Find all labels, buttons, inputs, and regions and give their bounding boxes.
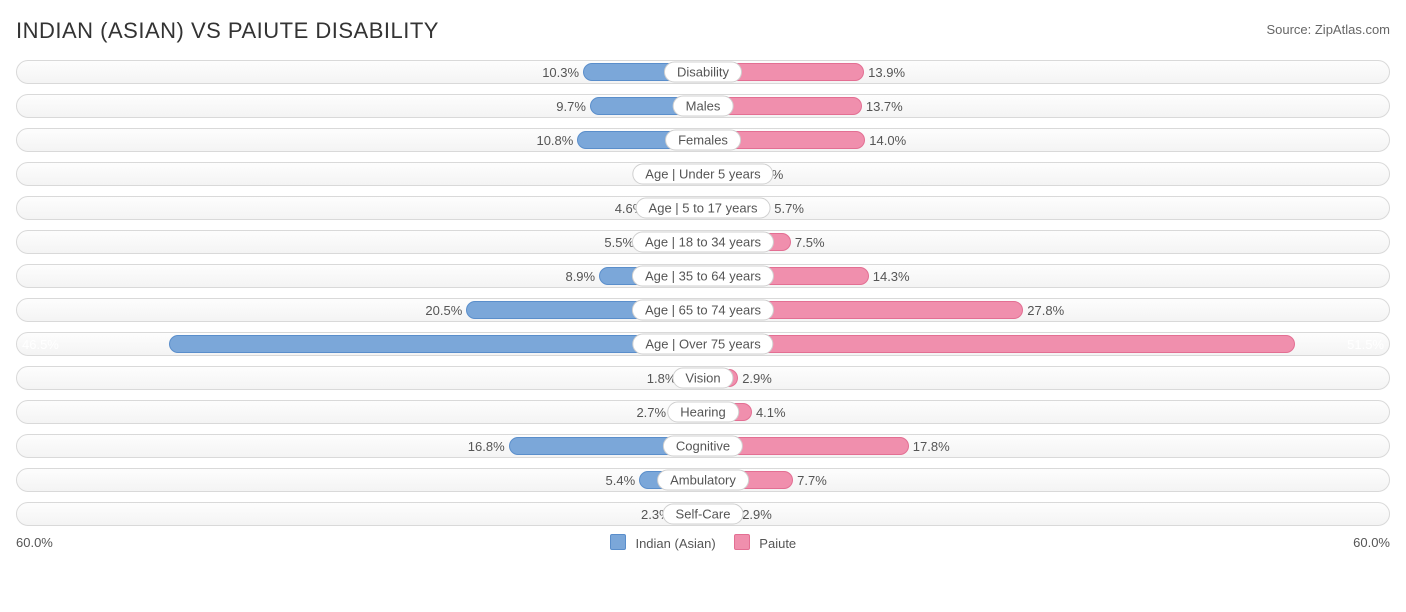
left-half: 5.5% bbox=[16, 228, 703, 256]
category-label: Disability bbox=[664, 62, 742, 83]
category-label: Age | 5 to 17 years bbox=[636, 198, 771, 219]
chart-title: INDIAN (ASIAN) VS PAIUTE DISABILITY bbox=[16, 18, 439, 44]
legend-swatch-right bbox=[734, 534, 750, 550]
value-right: 17.8% bbox=[907, 432, 950, 460]
left-half: 1.0% bbox=[16, 160, 703, 188]
category-label: Females bbox=[665, 130, 741, 151]
value-right: 14.3% bbox=[867, 262, 910, 290]
category-label: Age | 35 to 64 years bbox=[632, 266, 774, 287]
chart-row: 4.6% 5.7%Age | 5 to 17 years bbox=[16, 194, 1390, 222]
value-right: 13.7% bbox=[860, 92, 903, 120]
value-left: 9.7% bbox=[556, 92, 592, 120]
value-left: 8.9% bbox=[565, 262, 601, 290]
left-half: 8.9% bbox=[16, 262, 703, 290]
right-half: 14.0% bbox=[703, 126, 1390, 154]
right-half: 7.5% bbox=[703, 228, 1390, 256]
category-label: Age | 65 to 74 years bbox=[632, 300, 774, 321]
left-half: 2.3% bbox=[16, 500, 703, 528]
axis-max-right: 60.0% bbox=[1353, 535, 1390, 550]
right-half: 2.9% bbox=[703, 500, 1390, 528]
legend-item-right: Paiute bbox=[734, 534, 797, 551]
left-half: 16.8% bbox=[16, 432, 703, 460]
category-label: Age | Under 5 years bbox=[632, 164, 773, 185]
left-half: 20.5% bbox=[16, 296, 703, 324]
value-right: 51.5% bbox=[1341, 330, 1384, 358]
value-left: 10.8% bbox=[536, 126, 579, 154]
left-half: 5.4% bbox=[16, 466, 703, 494]
category-label: Vision bbox=[672, 368, 733, 389]
right-half: 4.1% bbox=[703, 398, 1390, 426]
value-right: 7.7% bbox=[791, 466, 827, 494]
chart-row: 16.8% 17.8% Cognitive bbox=[16, 432, 1390, 460]
chart-row: 2.7% 4.1% Hearing bbox=[16, 398, 1390, 426]
chart-container: INDIAN (ASIAN) VS PAIUTE DISABILITY Sour… bbox=[0, 0, 1406, 612]
chart-row: 5.4% 7.7% Ambulatory bbox=[16, 466, 1390, 494]
chart-row: 46.5% 51.5% Age | Over 75 years bbox=[16, 330, 1390, 358]
bar-left bbox=[169, 335, 703, 353]
value-left: 10.3% bbox=[542, 58, 585, 86]
left-half: 9.7% bbox=[16, 92, 703, 120]
chart-row: 1.0%3.9%Age | Under 5 years bbox=[16, 160, 1390, 188]
right-half: 2.9% bbox=[703, 364, 1390, 392]
right-half: 27.8% bbox=[703, 296, 1390, 324]
header: INDIAN (ASIAN) VS PAIUTE DISABILITY Sour… bbox=[16, 18, 1390, 44]
legend-item-left: Indian (Asian) bbox=[610, 534, 716, 551]
footer: 60.0% Indian (Asian) Paiute 60.0% bbox=[16, 534, 1390, 551]
category-label: Hearing bbox=[667, 402, 739, 423]
legend-swatch-left bbox=[610, 534, 626, 550]
value-right: 7.5% bbox=[789, 228, 825, 256]
chart-row: 8.9% 14.3% Age | 35 to 64 years bbox=[16, 262, 1390, 290]
left-half: 1.8% bbox=[16, 364, 703, 392]
value-right: 27.8% bbox=[1021, 296, 1064, 324]
chart-row: 20.5% 27.8% Age | 65 to 74 years bbox=[16, 296, 1390, 324]
legend-label-left: Indian (Asian) bbox=[635, 536, 715, 551]
value-left: 5.4% bbox=[606, 466, 642, 494]
value-left: 16.8% bbox=[468, 432, 511, 460]
left-half: 10.8% bbox=[16, 126, 703, 154]
value-right: 14.0% bbox=[863, 126, 906, 154]
chart-row: 2.3%2.9%Self-Care bbox=[16, 500, 1390, 528]
category-label: Ambulatory bbox=[657, 470, 749, 491]
chart-row: 10.8% 14.0% Females bbox=[16, 126, 1390, 154]
axis-max-left: 60.0% bbox=[16, 535, 53, 550]
right-half: 7.7% bbox=[703, 466, 1390, 494]
value-right: 13.9% bbox=[862, 58, 905, 86]
value-right: 5.7% bbox=[768, 194, 804, 222]
category-label: Self-Care bbox=[663, 504, 744, 525]
value-right: 2.9% bbox=[736, 364, 772, 392]
left-half: 10.3% bbox=[16, 58, 703, 86]
chart-row: 9.7% 13.7% Males bbox=[16, 92, 1390, 120]
chart-row: 1.8% 2.9%Vision bbox=[16, 364, 1390, 392]
chart-row: 10.3% 13.9% Disability bbox=[16, 58, 1390, 86]
category-label: Age | Over 75 years bbox=[632, 334, 773, 355]
right-half: 14.3% bbox=[703, 262, 1390, 290]
category-label: Males bbox=[673, 96, 734, 117]
right-half: 51.5% bbox=[703, 330, 1390, 358]
right-half: 5.7% bbox=[703, 194, 1390, 222]
category-label: Cognitive bbox=[663, 436, 743, 457]
category-label: Age | 18 to 34 years bbox=[632, 232, 774, 253]
source-label: Source: ZipAtlas.com bbox=[1266, 18, 1390, 37]
value-left: 20.5% bbox=[425, 296, 468, 324]
chart-row: 5.5% 7.5% Age | 18 to 34 years bbox=[16, 228, 1390, 256]
right-half: 13.9% bbox=[703, 58, 1390, 86]
left-half: 46.5% bbox=[16, 330, 703, 358]
left-half: 4.6% bbox=[16, 194, 703, 222]
value-right: 4.1% bbox=[750, 398, 786, 426]
diverging-bar-chart: 10.3%13.9%Disability9.7%13.7%Males10.8%1… bbox=[16, 58, 1390, 528]
left-half: 2.7% bbox=[16, 398, 703, 426]
right-half: 3.9% bbox=[703, 160, 1390, 188]
right-half: 13.7% bbox=[703, 92, 1390, 120]
value-left: 46.5% bbox=[22, 330, 65, 358]
legend-label-right: Paiute bbox=[759, 536, 796, 551]
bar-right bbox=[703, 335, 1295, 353]
legend: Indian (Asian) Paiute bbox=[610, 534, 796, 551]
right-half: 17.8% bbox=[703, 432, 1390, 460]
